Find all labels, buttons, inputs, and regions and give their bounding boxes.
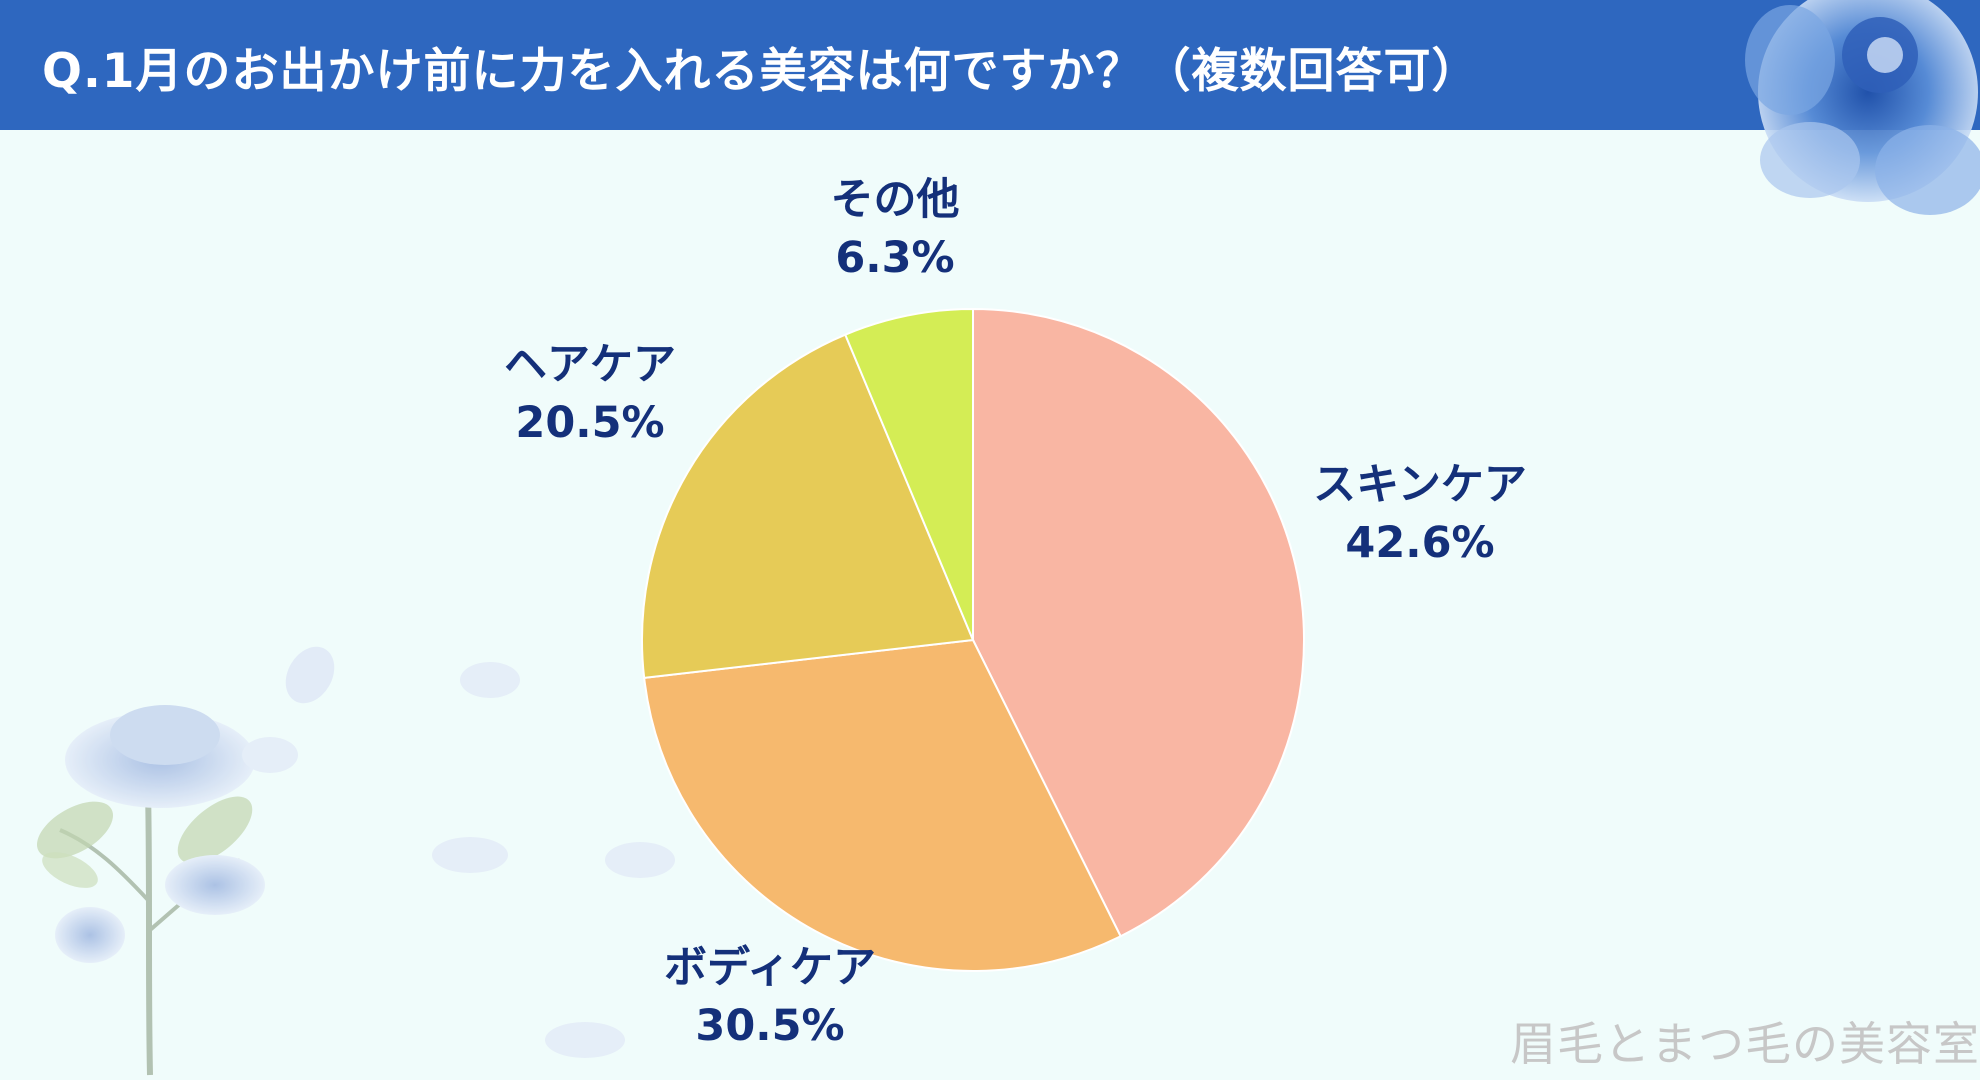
slice-category-label: ヘアケア	[504, 340, 676, 390]
rose-decoration-bottom-left	[37, 646, 675, 1076]
slice-value-label: 30.5%	[695, 1001, 844, 1051]
pie-slice	[641, 333, 975, 680]
slice-category-label: スキンケア	[1313, 460, 1527, 510]
rose-decoration-top-right	[1745, 0, 1980, 215]
watermark: 眉毛とまつ毛の美容室	[1510, 1017, 1980, 1071]
slice-value-label: 42.6%	[1345, 518, 1494, 568]
slice-value-label: 20.5%	[515, 398, 664, 448]
pie-slices	[641, 307, 1305, 972]
pie-slice	[643, 638, 1122, 972]
pie-slice	[972, 307, 1305, 938]
slice-value-label: 6.3%	[835, 233, 954, 283]
pie-labels: スキンケア 42.6% ボディケア 30.5% ヘアケア 20.5% その他 6.3%	[504, 175, 1527, 1051]
title-banner: Q.1月のお出かけ前に力を入れる美容は何ですか？（複数回答可）	[0, 0, 1980, 130]
slice-category-label: ボディケア	[664, 943, 876, 993]
chart-title: Q.1月のお出かけ前に力を入れる美容は何ですか？（複数回答可）	[42, 44, 1480, 99]
pie-slice	[843, 307, 974, 641]
slice-category-label: その他	[831, 175, 960, 225]
